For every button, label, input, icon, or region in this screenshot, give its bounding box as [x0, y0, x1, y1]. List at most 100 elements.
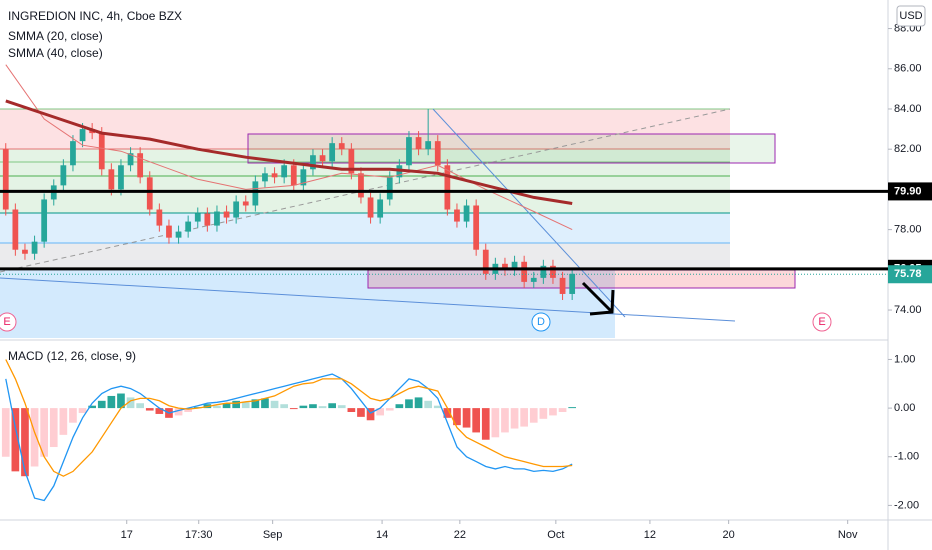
histogram-bar [78, 408, 87, 413]
price-label: 79.90 [894, 185, 922, 197]
candle-body [338, 143, 345, 150]
histogram-bar [510, 408, 519, 429]
histogram-bar [520, 408, 528, 427]
candle-body [70, 141, 76, 166]
candle-body [262, 173, 268, 182]
smma-line [5, 99, 573, 205]
x-tick-label: 20 [723, 529, 735, 541]
histogram-bar [280, 404, 288, 409]
price-label: 75.78 [894, 268, 922, 280]
candle-body [425, 141, 432, 150]
histogram-bar [174, 408, 183, 416]
x-tick-label: 14 [376, 529, 388, 541]
candle-body [252, 181, 259, 206]
candle-body [156, 209, 163, 226]
histogram-bar [309, 404, 317, 409]
candle-body [482, 249, 489, 274]
histogram-bar [424, 400, 432, 409]
y-tick-label: 78.00 [894, 224, 922, 236]
histogram-bar [40, 408, 48, 457]
fib-zone [0, 213, 730, 243]
candle-body [434, 141, 441, 166]
candle-body [185, 221, 192, 232]
fib-zone [0, 109, 730, 149]
histogram-bar [299, 405, 308, 409]
candle-body [463, 205, 470, 222]
histogram-bar [549, 408, 557, 416]
y-tick-label: 84.00 [894, 103, 922, 115]
macd-line [5, 373, 573, 502]
candle-body [2, 149, 9, 210]
histogram-bar [222, 403, 231, 409]
histogram-bar [232, 400, 240, 409]
symbol-title: INGREDION INC, 4h, Cboe BZX [8, 9, 182, 23]
candle-body [108, 169, 115, 190]
histogram-bar [414, 397, 423, 409]
y-tick-label: -2.00 [894, 499, 919, 511]
histogram-bar [1, 408, 10, 457]
candle-body [242, 201, 249, 206]
histogram-bar [117, 393, 125, 409]
histogram-bar [433, 405, 442, 409]
events: E D E [0, 312, 832, 332]
candle-body [444, 165, 451, 210]
y-tick-label: 1.00 [894, 353, 915, 365]
histogram-bar [385, 408, 394, 411]
candle-body [79, 129, 86, 142]
candle-body [377, 199, 384, 218]
histogram-bar [318, 406, 327, 409]
trend-line [0, 277, 736, 322]
candle-body [511, 261, 518, 270]
histogram-bar [395, 404, 404, 409]
candle-body [233, 201, 240, 218]
macd-title: MACD (12, 26, close, 9) [8, 349, 136, 363]
candle-body [559, 277, 566, 294]
histogram-bar [376, 408, 384, 416]
fib-zone [0, 243, 730, 270]
x-tick-label: Oct [547, 529, 564, 541]
fib-zone [0, 270, 615, 338]
candle-body [521, 261, 528, 282]
candle-body [358, 173, 364, 198]
candle-body [329, 143, 336, 162]
histogram-bar [261, 398, 269, 409]
histogram-bar [88, 405, 96, 409]
legend-entry: SMMA (40, close) [8, 46, 103, 60]
histogram-bar [241, 402, 250, 409]
histogram-bar [337, 405, 346, 409]
candle-body [319, 155, 326, 162]
event-marker [531, 312, 551, 332]
candle-body [540, 265, 547, 278]
histogram-bar [491, 408, 500, 438]
candle-body [166, 225, 172, 238]
candle-body [406, 137, 412, 166]
y-tick-label: 74.00 [894, 304, 922, 316]
event-marker [812, 312, 832, 332]
histogram-bar [443, 408, 452, 418]
candle-body [22, 249, 28, 254]
histogram-bar [251, 399, 260, 409]
x-tick-label: Sep [263, 529, 283, 541]
candle-body [502, 263, 508, 270]
histogram-bar [453, 408, 461, 426]
y-tick-label: 86.00 [894, 63, 922, 75]
currency-box [896, 5, 926, 27]
price-label-box [888, 265, 932, 284]
candle-body [175, 231, 182, 238]
histogram-bar [366, 408, 375, 421]
candle-body [300, 169, 307, 186]
price-label-box [888, 182, 932, 201]
x-tick-label: Nov [838, 529, 858, 541]
histogram-bar [213, 405, 221, 409]
histogram-bar [21, 408, 29, 477]
candle-body [127, 153, 134, 166]
y-tick-label: 82.00 [894, 143, 922, 155]
legend-entry: SMMA (20, close) [8, 29, 103, 43]
macd-line [5, 359, 573, 477]
histogram-bar [539, 408, 548, 419]
candle-body [310, 155, 316, 170]
candle-body [137, 153, 144, 178]
histogram-bar [472, 408, 480, 433]
